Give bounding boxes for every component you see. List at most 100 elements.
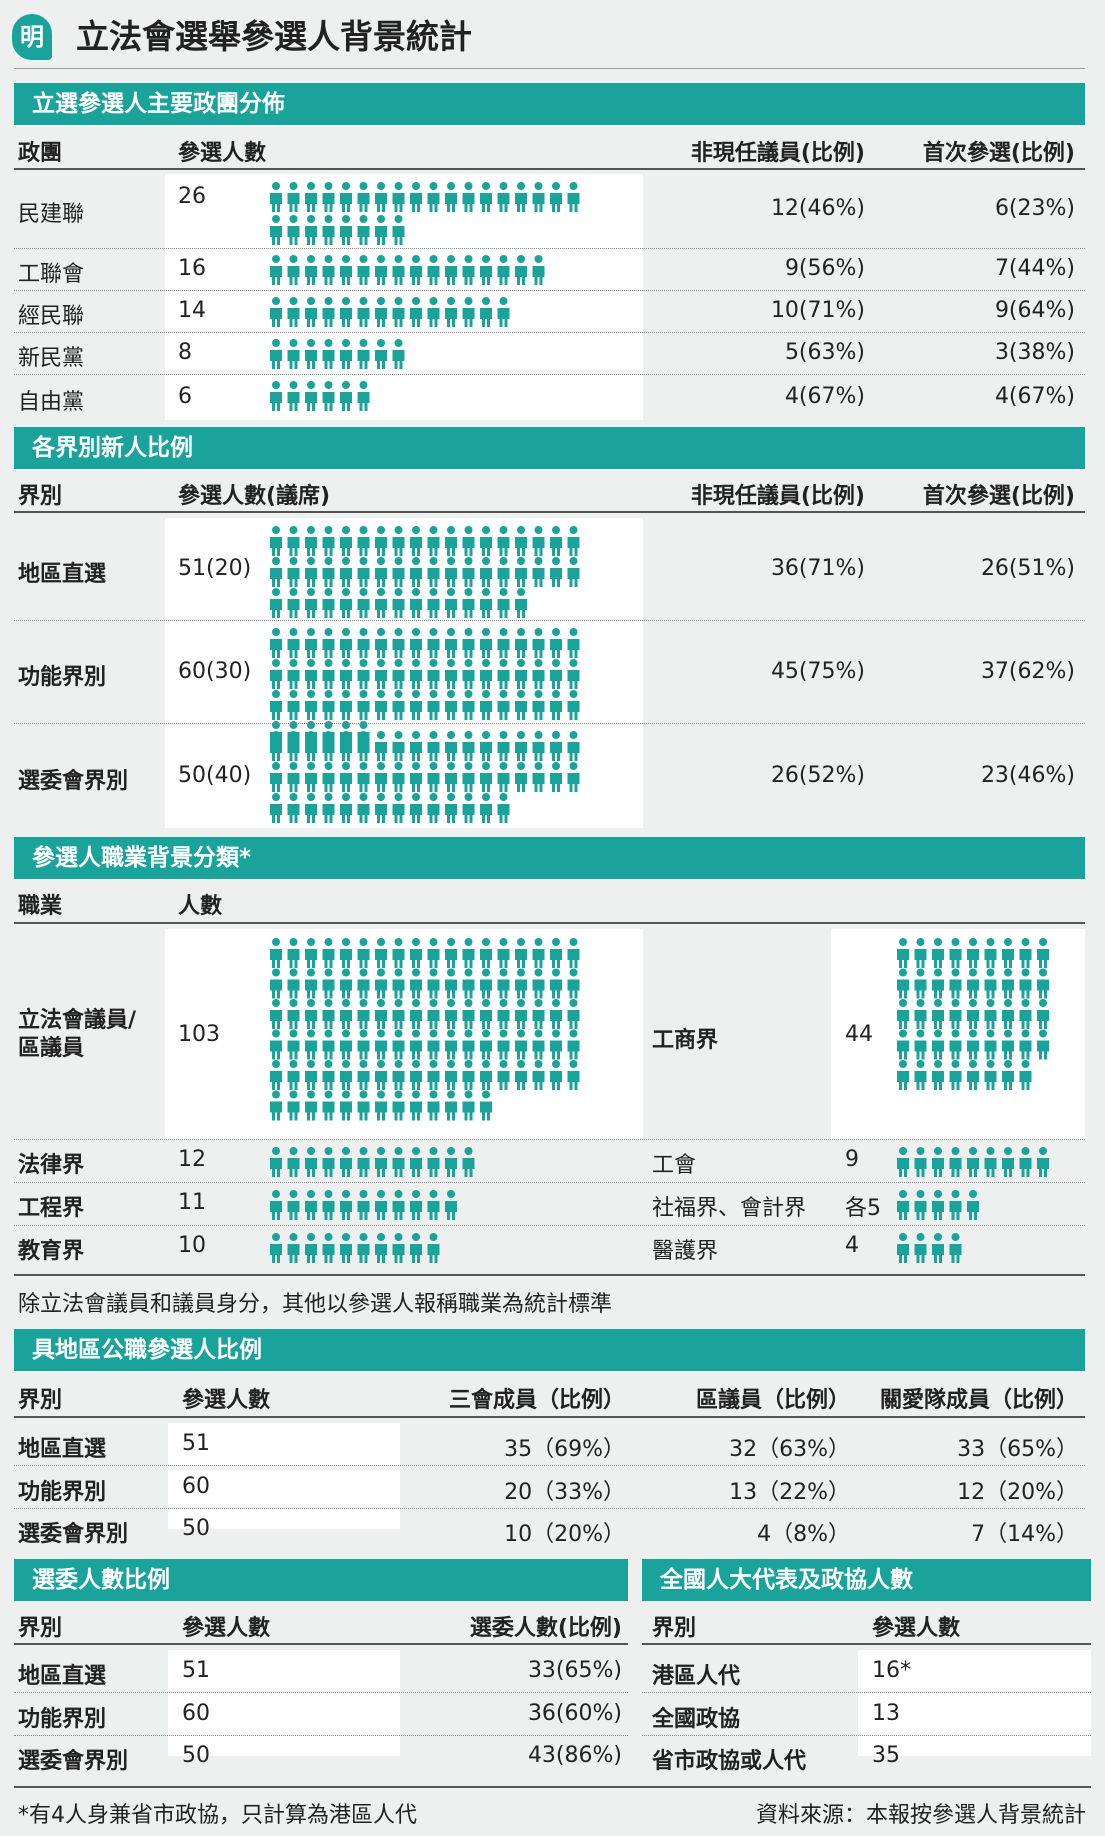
sector-nonincumbent: 26(52%) <box>770 763 865 788</box>
person-icon <box>392 1147 405 1177</box>
person-icon <box>357 659 370 689</box>
party-col-first: 首次參選(比例) <box>922 141 1075 166</box>
person-icon <box>375 297 387 327</box>
district-count: 50 <box>182 1516 210 1541</box>
person-icon <box>322 526 335 556</box>
person-icon <box>270 659 282 689</box>
person-icon <box>427 297 440 327</box>
person-icon <box>515 659 527 689</box>
party-col-count: 參選人數 <box>178 141 267 166</box>
ec-col-ec: 選委人數(比例) <box>469 1616 622 1641</box>
person-icon <box>340 659 352 689</box>
person-icon <box>445 557 457 587</box>
person-icon <box>932 999 944 1029</box>
ec-count-panel <box>168 1650 400 1756</box>
person-icon <box>427 182 440 212</box>
npc-header-rule <box>642 1643 1091 1645</box>
person-icon <box>427 588 440 618</box>
occupation-right-icons-1 <box>897 1190 979 1220</box>
person-icon <box>357 1233 370 1263</box>
person-icon <box>914 999 927 1029</box>
person-icon <box>375 999 387 1029</box>
occupation-left-count: 11 <box>178 1190 206 1215</box>
person-icon <box>497 999 510 1029</box>
ec-row-divider <box>14 1735 628 1736</box>
person-icon <box>515 1029 527 1060</box>
person-icon <box>410 1190 422 1220</box>
npc-name: 全國政協 <box>652 1707 741 1732</box>
person-icon <box>567 938 580 968</box>
person-icon <box>322 339 335 369</box>
person-icon <box>270 1147 282 1177</box>
person-icon <box>357 381 370 411</box>
person-icon <box>984 1147 997 1177</box>
person-icon <box>567 762 580 792</box>
person-icon <box>410 659 422 689</box>
party-icon-panel <box>165 174 643 420</box>
person-icon <box>340 1060 352 1090</box>
occupation-left-count: 12 <box>178 1147 206 1172</box>
person-icon <box>427 938 440 968</box>
party-row-divider <box>14 374 1085 375</box>
ec-count: 51 <box>182 1658 210 1683</box>
person-icon <box>410 731 422 761</box>
party-icons-3 <box>270 339 405 369</box>
occupation-left-name: 法律界 <box>18 1153 85 1178</box>
person-icon <box>322 938 335 968</box>
occupation-col-count: 人數 <box>178 894 223 919</box>
person-icon <box>287 557 300 587</box>
person-icon <box>392 1060 405 1090</box>
person-icon <box>392 628 405 658</box>
person-icon <box>375 690 387 720</box>
person-icon <box>462 762 475 792</box>
person-icon <box>322 1233 335 1263</box>
person-icon <box>1037 1147 1049 1177</box>
person-icon <box>357 1147 370 1177</box>
person-icon <box>462 1060 475 1090</box>
person-icon <box>410 628 422 658</box>
person-icon <box>967 938 979 968</box>
person-icon <box>322 557 335 587</box>
person-icon <box>897 938 909 968</box>
person-icon <box>392 1029 405 1060</box>
person-icon <box>322 588 335 618</box>
person-icon <box>445 628 457 658</box>
person-icon <box>1037 968 1049 999</box>
district-count: 60 <box>182 1474 210 1499</box>
party-count: 14 <box>178 298 206 323</box>
person-icon <box>322 690 335 720</box>
person-icon <box>480 297 492 327</box>
sector-count: 51(20) <box>178 556 252 581</box>
person-icon <box>550 731 562 761</box>
district-col-three: 三會成員（比例） <box>448 1388 625 1413</box>
occupation-right-icons-0 <box>897 1147 1049 1177</box>
person-icon <box>392 182 405 212</box>
occupation-big-left-count: 103 <box>178 1022 220 1047</box>
person-icon <box>480 690 492 720</box>
person-icon <box>270 1090 282 1121</box>
person-icon <box>357 339 370 369</box>
person-icon <box>967 1147 979 1177</box>
person-icon <box>967 1060 979 1090</box>
person-icon <box>462 526 475 556</box>
person-icon <box>357 690 370 720</box>
person-icon <box>427 659 440 689</box>
ec-count: 50 <box>182 1743 210 1768</box>
person-icon <box>287 297 300 327</box>
person-icon <box>287 762 300 792</box>
district-section-title: 具地區公職參選人比例 <box>14 1329 1085 1371</box>
person-icon <box>287 1233 300 1263</box>
person-icon <box>532 968 545 999</box>
person-icon <box>497 182 510 212</box>
party-count: 16 <box>178 256 206 281</box>
person-icon <box>375 1090 387 1121</box>
person-icon <box>497 793 510 823</box>
person-icon <box>1019 938 1032 968</box>
person-icon <box>532 999 545 1029</box>
person-icon <box>357 297 370 327</box>
party-first: 3(38%) <box>994 340 1075 365</box>
person-icon <box>322 1060 335 1090</box>
person-icon <box>515 999 527 1029</box>
person-icon <box>1037 938 1049 968</box>
person-icon <box>515 762 527 792</box>
